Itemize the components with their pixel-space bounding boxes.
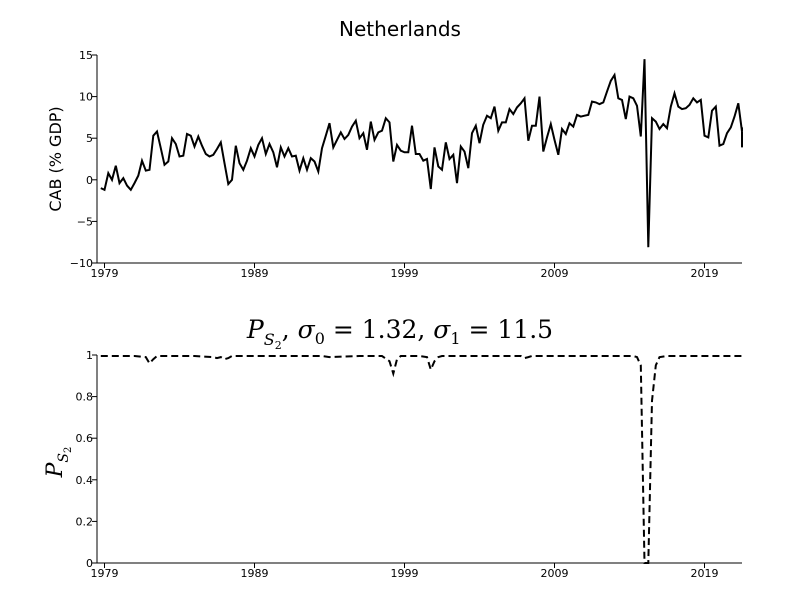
y-tick-label: 0.6 <box>76 432 94 445</box>
title-sigma1-sub: 1 <box>450 329 460 348</box>
y-axis-label: CAB (% GDP) <box>46 106 65 211</box>
y-tick-label: 1 <box>86 349 93 362</box>
title-sigma0-sub: 0 <box>315 329 325 348</box>
title-sigma1: σ <box>433 315 451 344</box>
y-tick-label: 5 <box>86 132 93 145</box>
x-tick-label: 2009 <box>541 567 569 580</box>
chart-cab-netherlands: Netherlands CAB (% GDP) −10 −5 0 5 10 15 1979… <box>46 17 743 280</box>
axes <box>96 55 742 264</box>
y-tick-label: 0.2 <box>76 515 94 528</box>
chart-title: Netherlands <box>339 17 461 41</box>
axes <box>96 355 742 564</box>
title-sigma1-value: 11.5 <box>497 315 553 344</box>
title-sub1: S <box>264 330 275 349</box>
x-tick-label: 1989 <box>241 567 269 580</box>
x-tick-label: 1979 <box>91 267 119 280</box>
y-axis-label: PS2 <box>43 447 74 479</box>
series-group <box>100 355 742 564</box>
ylabel-sub1: S <box>56 453 72 463</box>
ylabel-symbol: P <box>43 461 68 478</box>
x-ticks: 1979 1989 1999 2009 2019 <box>91 563 719 580</box>
title-sigma0: σ <box>298 315 316 344</box>
y-tick-label: 0.8 <box>76 391 94 404</box>
x-tick-label: 2009 <box>541 267 569 280</box>
chart-title: PS2, σ0 = 1.32, σ1 = 11.5 <box>246 315 553 352</box>
chart-probability-s2: PS2, σ0 = 1.32, σ1 = 11.5 PS2 00.20.40.6… <box>43 315 742 580</box>
title-sigma0-value: 1.32 <box>362 315 418 344</box>
x-tick-label: 1999 <box>391 567 419 580</box>
x-tick-label: 1979 <box>91 567 119 580</box>
y-tick-label: 15 <box>79 49 93 62</box>
x-tick-label: 2019 <box>691 267 719 280</box>
x-tick-label: 1999 <box>391 267 419 280</box>
title-sub2: 2 <box>275 339 282 352</box>
title-sep-2: , <box>417 315 433 344</box>
series-line-1 <box>100 355 742 564</box>
y-tick-label: 0 <box>86 174 93 187</box>
x-tick-label: 1989 <box>241 267 269 280</box>
y-ticks: −10 −5 0 5 10 15 <box>70 49 97 270</box>
y-ticks: 0 0.2 0.4 0.6 0.8 1 <box>76 349 97 570</box>
title-eq-2: = <box>461 315 498 344</box>
x-tick-label: 2019 <box>691 567 719 580</box>
y-tick-label: −10 <box>70 257 93 270</box>
y-tick-label: 10 <box>79 91 93 104</box>
ylabel-sub2: 2 <box>63 447 74 453</box>
series-group <box>100 59 743 248</box>
title-eq-1: = <box>325 315 362 344</box>
y-tick-label: −5 <box>77 215 93 228</box>
y-tick-label: 0 <box>86 557 93 570</box>
series-line-1 <box>100 59 743 248</box>
title-sep-1: , <box>282 315 298 344</box>
y-tick-label: 0.4 <box>76 474 94 487</box>
x-ticks: 1979 1989 1999 2009 2019 <box>91 263 719 280</box>
title-symbol: P <box>246 315 265 344</box>
